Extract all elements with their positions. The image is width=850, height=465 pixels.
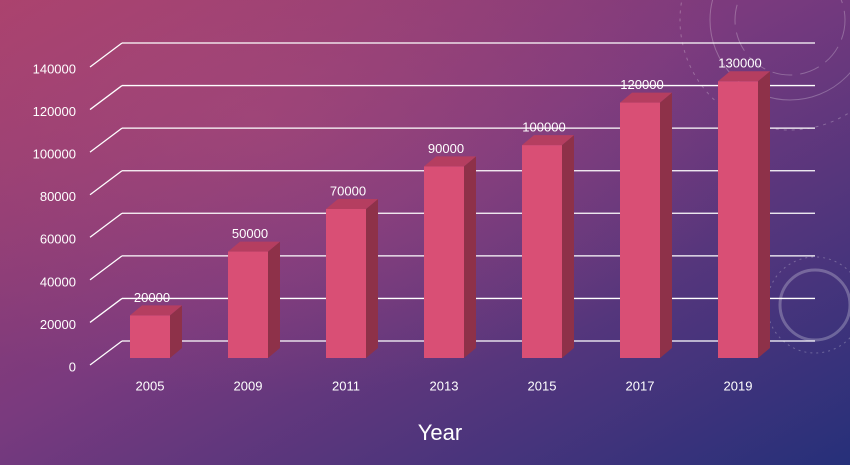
bar-top [424,156,476,167]
x-tick-label: 2015 [528,378,557,393]
bar [130,315,170,358]
grid-line-side [89,212,123,238]
grid-line-side [89,170,123,196]
bar-side [464,156,476,358]
bar [424,166,464,358]
bar [718,81,758,359]
y-tick-label: 0 [69,359,76,374]
bar-side [366,199,378,358]
grid-line-side [89,255,123,281]
x-tick-label: 2005 [136,378,165,393]
y-tick-label: 80000 [40,189,76,204]
bar-top [620,92,672,103]
grid-line-side [89,127,123,153]
grid-line-side [89,42,123,68]
x-tick-label: 2009 [234,378,263,393]
grid-line-side [89,340,123,366]
bar-side [562,135,574,358]
bar [228,251,268,358]
bar [326,209,366,358]
y-tick-label: 140000 [33,61,76,76]
bar-top [718,71,770,82]
bar-side [660,92,672,359]
value-label: 70000 [330,183,366,198]
y-tick-label: 100000 [33,147,76,162]
bar [620,102,660,358]
x-tick-label: 2013 [430,378,459,393]
bar [522,145,562,358]
grid-line-side [89,85,123,111]
y-tick-label: 60000 [40,232,76,247]
value-label: 130000 [718,56,761,71]
bar-top [522,135,574,146]
y-tick-label: 40000 [40,274,76,289]
bar-top [130,305,182,316]
y-tick-label: 20000 [40,317,76,332]
bar-top [228,241,280,252]
value-label: 120000 [620,77,663,92]
value-label: 20000 [134,290,170,305]
bar-top [326,199,378,209]
value-label: 50000 [232,226,268,241]
value-label: 100000 [522,120,565,135]
bar-side [268,241,280,358]
x-tick-label: 2019 [724,378,753,393]
bar-side [170,305,182,358]
y-tick-label: 120000 [33,104,76,119]
value-label: 90000 [428,141,464,156]
x-tick-label: 2011 [332,378,360,393]
x-tick-label: 2017 [626,378,655,393]
x-axis-label: Year [418,420,462,445]
bar-side [758,71,770,359]
grid-line-side [89,297,123,323]
